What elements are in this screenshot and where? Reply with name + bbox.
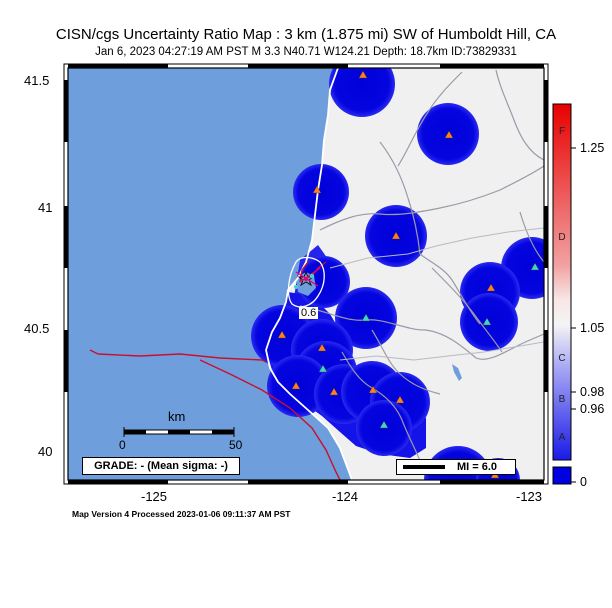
station-marker xyxy=(291,381,301,390)
station-marker xyxy=(486,283,496,292)
station-marker xyxy=(318,364,328,373)
colorbar-tick-1-05: 1.05 xyxy=(580,321,605,335)
colorbar-tick-0-98: 0.98 xyxy=(580,385,605,399)
lat-label-40-5: 40.5 xyxy=(24,321,50,336)
mi-legend-box: MI = 6.0 xyxy=(396,459,516,475)
station-marker xyxy=(329,387,339,396)
station-marker xyxy=(368,385,378,394)
map-frame xyxy=(63,63,549,485)
colorbar-tick-0: 0 xyxy=(580,475,587,489)
colorbar-letter-b: B xyxy=(558,394,566,405)
scale-bar-max-label: 50 xyxy=(229,438,243,452)
scale-bar-title: km xyxy=(168,409,186,424)
lat-label-41: 41 xyxy=(38,200,53,215)
station-marker xyxy=(379,420,389,429)
map-subtitle: Jan 6, 2023 04:27:19 AM PST M 3.3 N40.71… xyxy=(95,46,517,58)
scale-bar-min-label: 0 xyxy=(119,438,126,452)
station-marker xyxy=(361,313,371,322)
mi-legend-label: MI = 6.0 xyxy=(457,461,498,473)
station-marker xyxy=(358,70,368,79)
station-marker xyxy=(444,130,454,139)
lon-label-124: -124 xyxy=(332,489,359,504)
station-marker xyxy=(482,317,492,326)
rivers xyxy=(299,69,544,471)
colorbar-letter-d: D xyxy=(558,232,566,243)
epicenter-star xyxy=(294,267,321,289)
stations xyxy=(277,70,540,479)
station-marker xyxy=(312,185,322,194)
contour-value-label: 0.6 xyxy=(299,307,319,319)
processing-footer: Map Version 4 Processed 2023-01-06 09:11… xyxy=(72,509,291,519)
county-boundaries xyxy=(329,227,544,361)
fault-lines xyxy=(89,261,341,480)
station-marker xyxy=(391,231,401,240)
station-marker xyxy=(530,262,540,271)
station-marker xyxy=(277,330,287,339)
colorbar-letter-f: F xyxy=(558,126,566,137)
lon-label-123: -123 xyxy=(516,489,543,504)
colorbar-tick-1-25: 1.25 xyxy=(580,141,605,155)
grade-box: GRADE: - (Mean sigma: -) xyxy=(82,457,240,475)
station-marker xyxy=(395,395,405,404)
lon-label-125: -125 xyxy=(141,489,168,504)
lake xyxy=(452,364,462,381)
contour-line xyxy=(287,256,325,308)
colorbar-letter-c: C xyxy=(558,353,566,364)
map-title: CISN/cgs Uncertainty Ratio Map : 3 km (1… xyxy=(55,26,557,43)
mi-legend-line xyxy=(403,465,445,469)
colorbar xyxy=(552,103,576,485)
scale-bar xyxy=(123,427,235,437)
colorbar-tick-0-96: 0.96 xyxy=(580,402,605,416)
lat-label-41-5: 41.5 xyxy=(24,73,50,88)
coastline xyxy=(265,68,353,480)
colorbar-letter-a: A xyxy=(558,432,566,443)
lat-label-40: 40 xyxy=(38,444,53,459)
station-marker xyxy=(317,343,327,352)
